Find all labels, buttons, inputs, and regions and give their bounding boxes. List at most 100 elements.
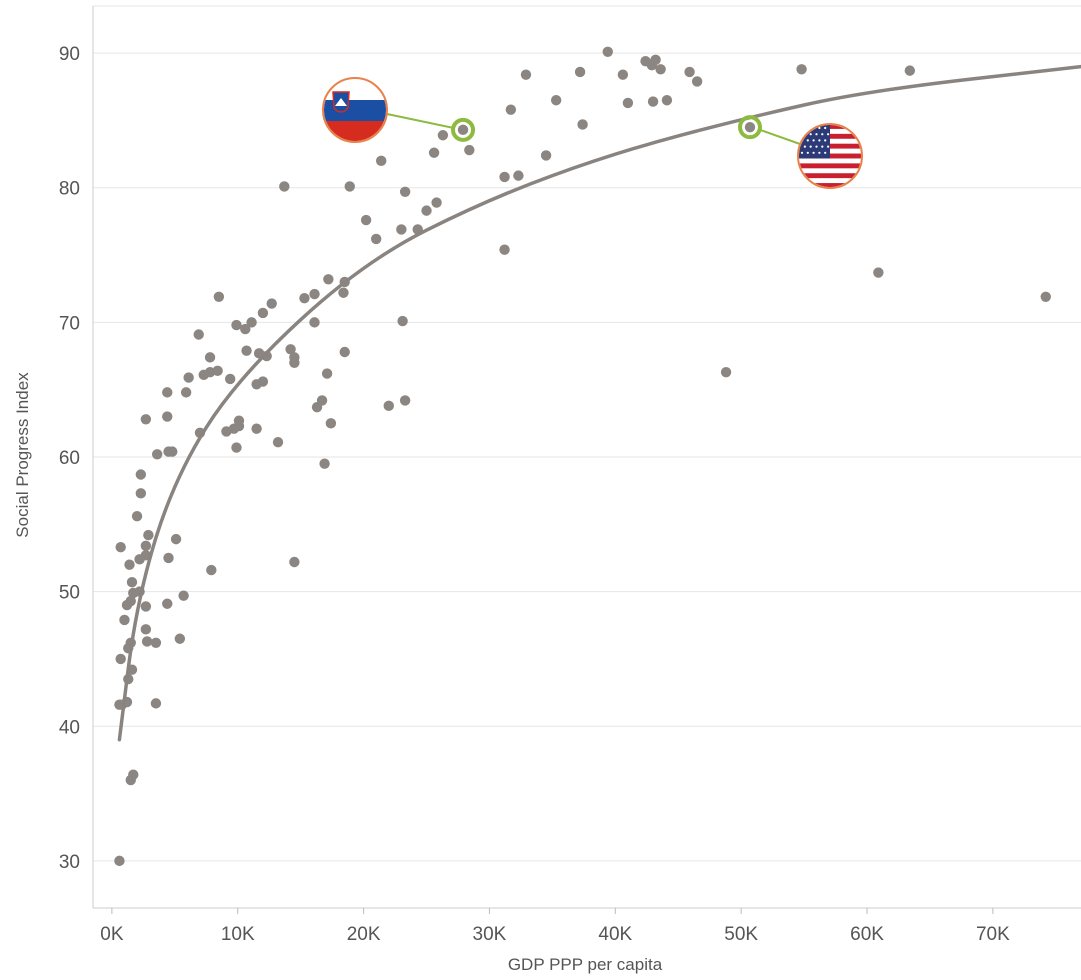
- x-tick-label: 60K: [850, 924, 884, 945]
- data-point: [224, 373, 236, 385]
- axes: [92, 6, 1081, 909]
- data-point: [193, 329, 204, 340]
- slovenia-flag-icon: [322, 77, 388, 143]
- data-point: [540, 150, 552, 161]
- data-point: [115, 653, 126, 665]
- data-point: [431, 197, 442, 208]
- data-point: [323, 274, 334, 285]
- data-point: [577, 119, 588, 130]
- data-point: [684, 66, 695, 78]
- data-point: [178, 590, 189, 601]
- data-point: [233, 415, 245, 426]
- data-point: [163, 552, 174, 564]
- y-tick-label: 70: [59, 313, 80, 334]
- data-point: [650, 54, 661, 66]
- data-point: [131, 511, 143, 522]
- data-point: [464, 144, 475, 156]
- data-point: [640, 55, 651, 67]
- data-point: [399, 395, 411, 406]
- data-point: [505, 104, 517, 115]
- y-tick-labels: 30 40 50 60 70 80 90: [59, 44, 80, 873]
- y-tick-label: 40: [59, 717, 80, 738]
- usa-callout-line: [760, 129, 801, 145]
- data-point: [162, 411, 173, 422]
- data-point: [180, 387, 192, 398]
- data-point: [396, 224, 407, 235]
- data-point: [285, 344, 296, 355]
- data-point: [325, 418, 337, 429]
- data-point: [319, 458, 330, 469]
- y-axis-title: Social Progress Index: [13, 372, 32, 538]
- data-point: [661, 95, 673, 106]
- data-point: [231, 442, 242, 453]
- data-point: [289, 352, 300, 363]
- usa-flag-icon: [797, 123, 863, 189]
- data-point: [140, 540, 152, 552]
- data-point: [231, 319, 242, 331]
- y-tick-label: 90: [59, 44, 80, 65]
- data-point: [299, 292, 310, 304]
- data-point: [124, 559, 135, 570]
- data-point: [376, 155, 387, 167]
- data-point: [339, 346, 350, 358]
- data-point: [796, 64, 807, 75]
- data-point: [140, 414, 152, 425]
- data-point: [204, 352, 216, 363]
- slovenia-highlight-ring: [451, 117, 476, 142]
- x-tick-label: 40K: [598, 924, 632, 945]
- data-point: [174, 633, 186, 644]
- data-point: [520, 69, 532, 80]
- y-tick-label: 50: [59, 583, 80, 604]
- data-point: [321, 368, 333, 379]
- data-point: [213, 291, 225, 302]
- data-point: [151, 449, 163, 460]
- x-tick-label: 70K: [976, 924, 1010, 945]
- data-point: [691, 76, 703, 87]
- data-point: [617, 69, 629, 80]
- data-point: [344, 181, 355, 192]
- data-point: [140, 601, 152, 612]
- data-point: [647, 96, 659, 107]
- trend-line: [117, 64, 1081, 742]
- data-point: [622, 97, 634, 109]
- data-point: [206, 564, 217, 576]
- data-point: [1040, 291, 1051, 302]
- data-point: [170, 533, 182, 545]
- data-point: [115, 542, 126, 553]
- data-point: [499, 171, 510, 183]
- data-point: [143, 529, 154, 541]
- data-point: [655, 64, 666, 75]
- data-point: [212, 365, 223, 377]
- data-point: [272, 436, 284, 448]
- data-point: [150, 637, 162, 648]
- data-point: [162, 387, 173, 398]
- data-point: [125, 595, 136, 607]
- x-tick-label: 0K: [100, 924, 124, 945]
- data-point: [126, 577, 138, 588]
- data-point: [744, 121, 756, 133]
- data-point: [383, 400, 394, 412]
- data-point: [904, 65, 916, 76]
- data-point: [309, 317, 320, 328]
- x-tick-label: 30K: [473, 924, 507, 945]
- x-tick-label: 20K: [347, 924, 381, 945]
- data-point: [309, 288, 320, 300]
- data-point: [499, 244, 510, 255]
- data-point: [135, 469, 147, 480]
- data-point: [437, 130, 449, 141]
- data-point: [183, 372, 194, 383]
- y-tick-label: 80: [59, 179, 80, 200]
- data-point: [720, 366, 732, 378]
- x-tick-labels: 0K 10K 20K 30K 40K 50K 60K 70K: [100, 908, 1010, 945]
- slovenia-callout-line: [386, 113, 454, 129]
- data-point: [873, 267, 884, 278]
- x-tick-label: 10K: [221, 924, 255, 945]
- y-tick-label: 30: [59, 852, 80, 873]
- data-point: [251, 423, 262, 434]
- data-point: [316, 395, 328, 406]
- data-point: [257, 376, 269, 387]
- data-point: [397, 315, 408, 327]
- data-point: [257, 307, 269, 319]
